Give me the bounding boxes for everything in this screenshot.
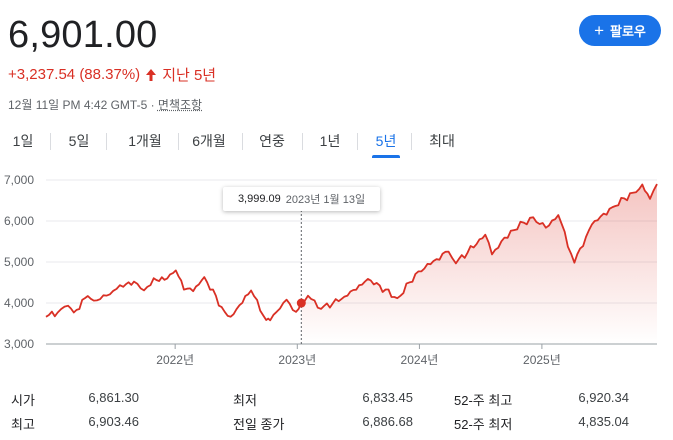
follow-button[interactable]: + 팔로우 <box>579 15 661 46</box>
plus-icon: + <box>594 21 605 40</box>
tab-max[interactable]: 최대 <box>429 133 455 149</box>
price-chart[interactable]: 7,000 6,000 5,000 4,000 3,000 2022년 2023년 2024년… <box>0 168 673 374</box>
hover-point <box>296 298 306 308</box>
stat-value-prev-close: 6,886.68 <box>362 414 413 429</box>
timestamp: 12월 11일 PM 4:42 GMT-5 · <box>8 98 158 112</box>
stat-value-low: 6,833.45 <box>362 390 413 405</box>
tab-ytd[interactable]: 연중 <box>259 133 285 149</box>
y-tick-label: 4,000 <box>4 296 34 310</box>
price-change: +3,237.54 (88.37%) <box>8 66 141 83</box>
y-tick-label: 3,000 <box>4 337 34 351</box>
y-tick-label: 5,000 <box>4 255 34 269</box>
tab-divider <box>106 133 107 150</box>
stat-value-high: 6,903.46 <box>88 414 139 429</box>
arrow-up-icon <box>146 68 157 81</box>
price-change-row: +3,237.54 (88.37%) 지난 5년 <box>8 64 216 85</box>
tab-1d[interactable]: 1일 <box>12 133 34 149</box>
stat-label-high: 최고 <box>11 417 35 432</box>
tooltip-date: 2023년 1월 13일 <box>285 194 366 206</box>
series-area <box>301 184 657 344</box>
tab-5y[interactable]: 5년 <box>368 126 404 158</box>
time-range-tabs: 1일 5일 1개월 6개월 연중 1년 5년 최대 <box>0 126 480 158</box>
x-tick-label: 2022년 <box>156 353 194 367</box>
change-period: 지난 5년 <box>162 67 217 84</box>
stat-label-open: 시가 <box>11 393 35 408</box>
tab-5d[interactable]: 5일 <box>68 133 90 149</box>
tab-divider <box>302 133 303 150</box>
stat-label-52w-low: 52-주 최저 <box>454 417 513 432</box>
tooltip-value: 3,999.09 <box>237 193 281 205</box>
x-tick-label: 2023년 <box>278 353 316 367</box>
stat-label-52w-high: 52-주 최고 <box>454 393 513 408</box>
tab-divider <box>50 133 51 150</box>
y-tick-label: 7,000 <box>4 173 34 187</box>
follow-button-label: 팔로우 <box>610 24 646 39</box>
current-price: 6,901.00 <box>8 14 158 56</box>
tab-6m[interactable]: 6개월 <box>192 133 226 149</box>
stat-value-open: 6,861.30 <box>88 390 139 405</box>
x-tick-label: 2025년 <box>523 353 561 367</box>
series-line <box>45 183 658 322</box>
chart-tooltip: 3,999.09 2023년 1월 13일 <box>223 187 380 211</box>
tab-1m[interactable]: 1개월 <box>128 133 162 149</box>
y-tick-label: 6,000 <box>4 214 34 228</box>
disclaimer-link[interactable]: 면책조항 <box>157 98 203 112</box>
stat-label-low: 최저 <box>233 393 257 408</box>
stat-value-52w-low: 4,835.04 <box>578 414 629 429</box>
tab-divider <box>357 133 358 150</box>
stat-value-52w-high: 6,920.34 <box>578 390 629 405</box>
tab-divider <box>242 133 243 150</box>
stat-label-prev-close: 전일 종가 <box>233 417 285 432</box>
tab-divider <box>178 133 179 150</box>
timestamp-row: 12월 11일 PM 4:42 GMT-5 · 면책조항 <box>8 96 202 113</box>
tab-divider <box>411 133 412 150</box>
x-tick-label: 2024년 <box>401 353 439 367</box>
tab-1y[interactable]: 1년 <box>319 133 341 149</box>
